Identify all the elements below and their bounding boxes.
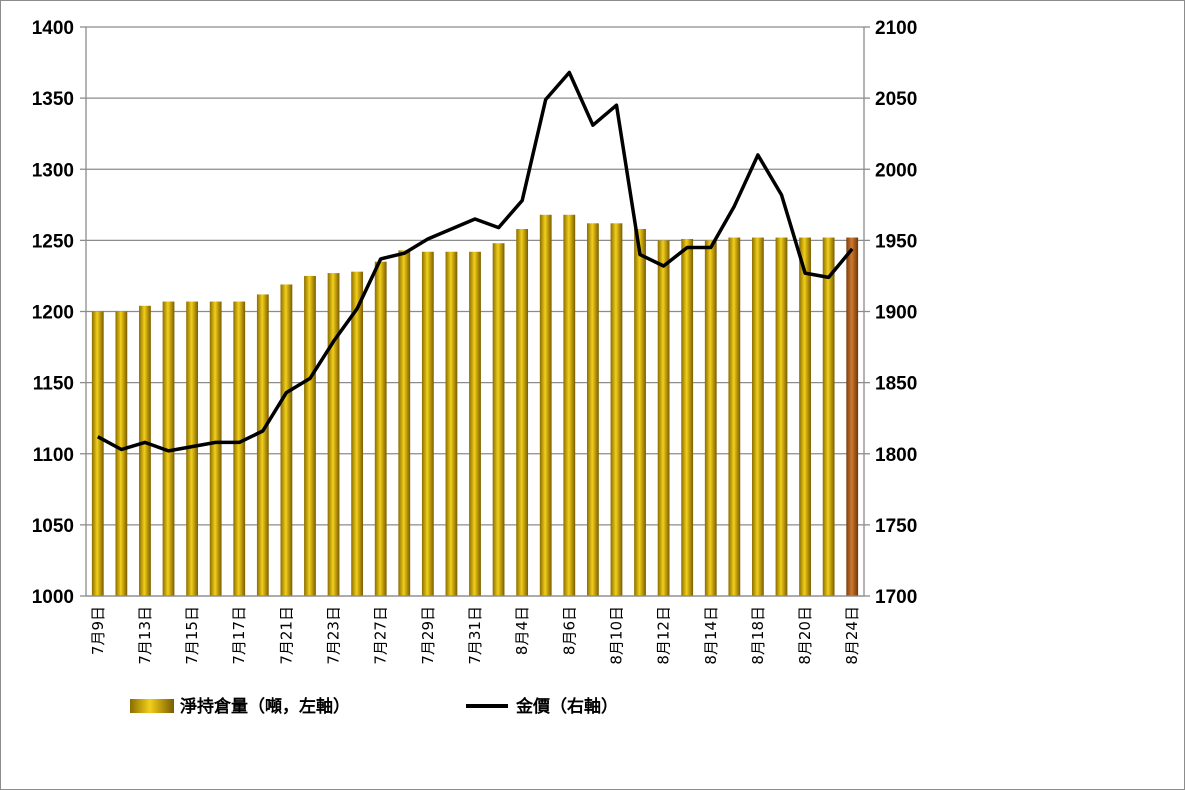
- bar: [657, 240, 670, 596]
- bar: [91, 311, 104, 596]
- bar: [752, 237, 764, 596]
- x-tick-label: 8月20日: [796, 606, 814, 665]
- bar: [799, 237, 811, 596]
- bar: [704, 240, 717, 596]
- left-tick-label: 1150: [33, 374, 74, 395]
- bar: [327, 273, 340, 596]
- right-tick-label: 1900: [875, 303, 917, 324]
- bar: [351, 271, 364, 596]
- x-axis-ticks: 7月9日 7月13日 7月15日 7月17日 7月21日 7月23日 7月27日 7月29日 7…: [89, 606, 861, 665]
- bar: [256, 294, 269, 596]
- bar: [634, 228, 646, 596]
- x-tick-label: 7月9日: [89, 606, 107, 655]
- left-tick-label: 1200: [32, 303, 74, 324]
- legend: 淨持倉量（噸，左軸） 金價（右軸）: [130, 696, 618, 717]
- x-tick-label: 7月13日: [136, 606, 154, 665]
- bar: [445, 251, 458, 596]
- left-tick-label: 1000: [32, 587, 74, 608]
- bar: [586, 223, 599, 596]
- x-tick-label: 8月10日: [607, 606, 625, 665]
- bar: [822, 237, 835, 596]
- line-series: [96, 70, 854, 453]
- left-axis-ticks: 1000 1050 1100 1150 1200 1250 1300 1350 1400: [32, 18, 74, 608]
- right-tick-label: 1750: [875, 516, 917, 537]
- bar: [539, 214, 552, 596]
- left-tick-label: 1050: [32, 516, 74, 537]
- legend-line-label: 金價（右軸）: [515, 696, 618, 717]
- x-tick-label: 8月12日: [655, 606, 673, 665]
- x-tick-label: 7月27日: [372, 606, 390, 665]
- axes: [80, 26, 870, 597]
- x-tick-label: 7月15日: [183, 606, 201, 665]
- left-tick-label: 1100: [33, 445, 74, 466]
- x-tick-label: 7月17日: [230, 606, 248, 665]
- bar: [610, 223, 623, 596]
- x-tick-label: 8月24日: [843, 606, 861, 665]
- legend-bar-label: 淨持倉量（噸，左軸）: [180, 696, 350, 717]
- bar: [115, 311, 128, 596]
- bar: [186, 301, 198, 596]
- x-tick-label: 8月18日: [749, 606, 767, 665]
- left-tick-label: 1300: [32, 160, 74, 181]
- right-tick-label: 2050: [875, 89, 917, 110]
- x-tick-label: 7月23日: [325, 606, 343, 665]
- price-line: [96, 70, 854, 453]
- x-tick-label: 7月29日: [419, 606, 437, 665]
- bar: [516, 228, 529, 596]
- bar: [469, 251, 481, 596]
- bar: [492, 243, 505, 596]
- left-tick-label: 1350: [32, 89, 74, 110]
- x-tick-label: 7月31日: [466, 606, 484, 665]
- right-tick-label: 2100: [875, 18, 917, 39]
- bar: [563, 214, 576, 596]
- bar: [374, 261, 387, 596]
- right-tick-label: 2000: [875, 160, 917, 181]
- bar: [139, 305, 151, 596]
- x-tick-label: 8月14日: [702, 606, 720, 665]
- left-tick-label: 1400: [32, 18, 74, 39]
- bar: [162, 301, 175, 596]
- bar: [846, 237, 859, 596]
- bar: [398, 250, 411, 596]
- bar: [681, 238, 694, 596]
- bar-series: [91, 214, 859, 596]
- right-tick-label: 1850: [875, 374, 917, 395]
- left-tick-label: 1250: [32, 231, 74, 252]
- legend-bar-swatch: [130, 699, 174, 713]
- bar: [304, 275, 316, 596]
- bar: [728, 237, 741, 596]
- right-tick-label: 1800: [875, 445, 917, 466]
- bar: [280, 284, 293, 596]
- right-axis-ticks: 1700 1750 1800 1850 1900 1950 2000 2050 2100: [875, 18, 917, 608]
- x-tick-label: 7月21日: [277, 606, 295, 665]
- bar: [209, 301, 222, 596]
- x-tick-label: 8月6日: [560, 606, 578, 655]
- bar: [421, 251, 434, 596]
- right-tick-label: 1700: [875, 587, 917, 608]
- x-tick-label: 8月4日: [513, 606, 531, 655]
- bar: [233, 301, 246, 596]
- bar: [775, 237, 788, 596]
- right-tick-label: 1950: [875, 231, 917, 252]
